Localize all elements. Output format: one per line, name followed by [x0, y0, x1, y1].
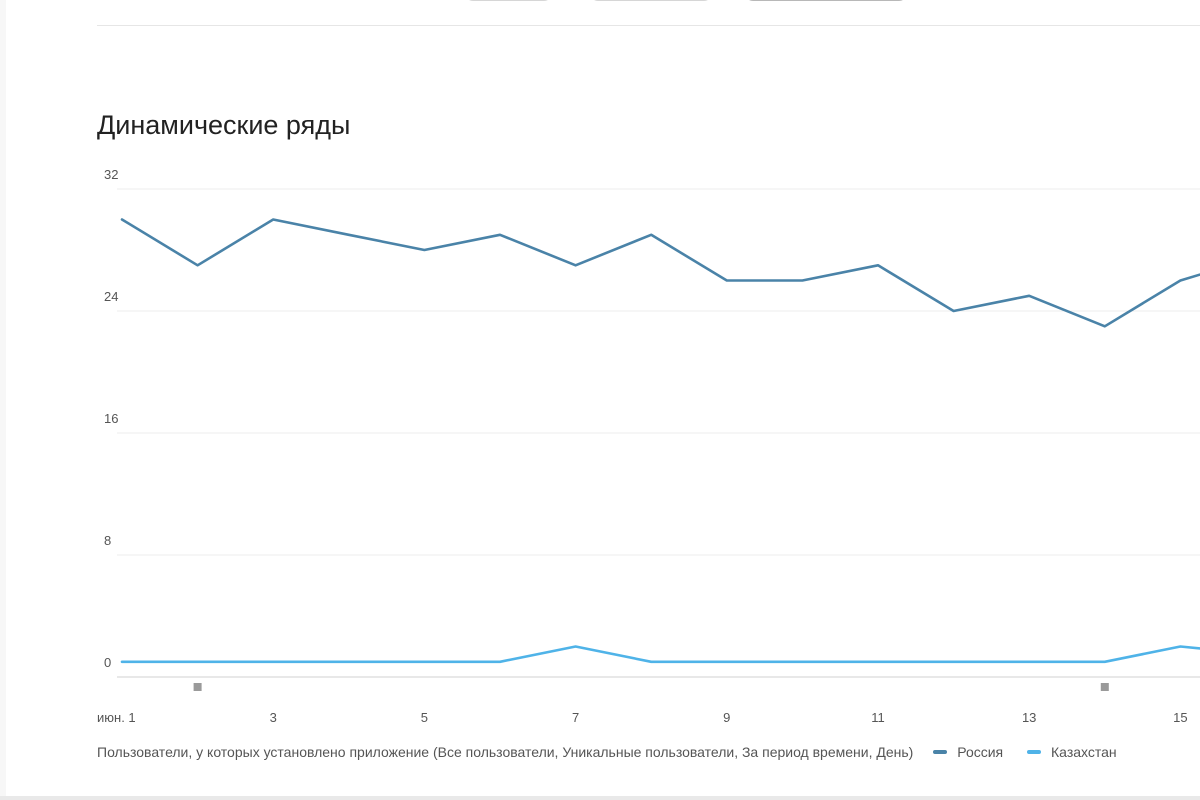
legend-series-name: Россия: [957, 744, 1004, 760]
legend-item-russia[interactable]: Россия: [933, 744, 1003, 760]
series-line-kazakhstan: [120, 645, 1200, 664]
x-tick-label: 9: [723, 710, 730, 725]
x-tick-label: 5: [421, 710, 428, 725]
x-tick-label: 3: [270, 710, 277, 725]
legend-item-kazakhstan[interactable]: Казахстан: [1027, 744, 1117, 760]
legend-series-name: Казахстан: [1051, 744, 1117, 760]
x-tick-label: 13: [1022, 710, 1036, 725]
top-tabs: [460, 0, 920, 2]
chart-legend: Пользователи, у которых установлено прил…: [97, 744, 1200, 764]
annotation-marker: [193, 683, 202, 691]
y-tick-label: 16: [104, 411, 118, 426]
legend-swatch-russia: [933, 750, 948, 755]
x-tick-label: 7: [572, 710, 579, 725]
y-tick-label: 24: [104, 289, 118, 304]
x-tick-label: июн. 1: [97, 710, 136, 725]
window-edge: [0, 0, 6, 800]
series-line-russia: [120, 218, 1200, 328]
legend-metric-label: Пользователи, у которых установлено прил…: [97, 744, 914, 760]
y-tick-label: 0: [104, 655, 111, 670]
legend-swatch-kazakhstan: [1027, 750, 1042, 755]
y-tick-label: 32: [104, 167, 118, 182]
x-tick-label: 11: [871, 710, 885, 725]
chart-title: Динамические ряды: [97, 110, 351, 140]
annotation-marker: [1100, 683, 1109, 691]
header-divider: [97, 25, 1200, 26]
window-bottom-edge: [0, 796, 1200, 800]
x-tick-label: 15: [1173, 710, 1187, 725]
y-tick-label: 8: [104, 533, 111, 548]
